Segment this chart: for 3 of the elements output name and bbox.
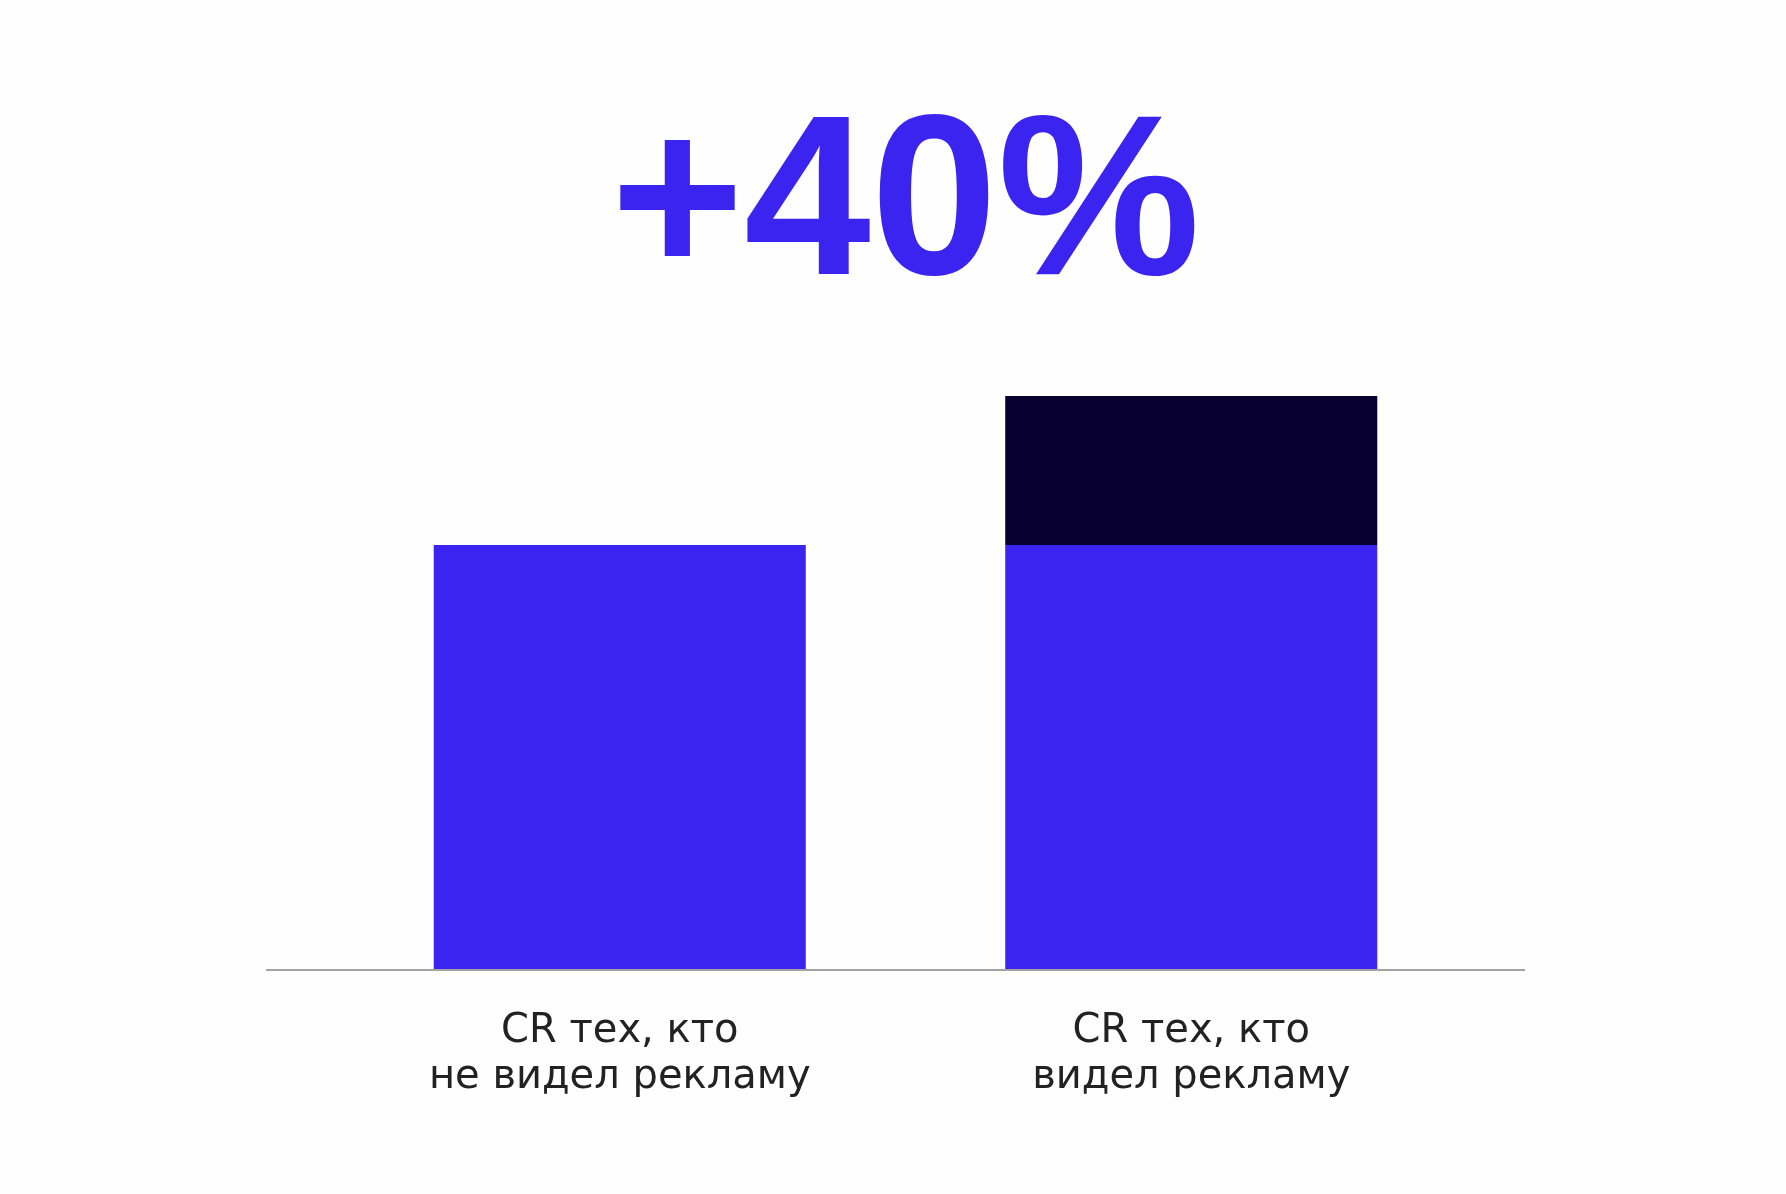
x-tick-label: CR тех, кто видел рекламу	[1032, 1005, 1351, 1098]
chart-title: +40%	[610, 67, 1201, 322]
x-tick-label: CR тех, кто не видел рекламу	[428, 1005, 811, 1098]
